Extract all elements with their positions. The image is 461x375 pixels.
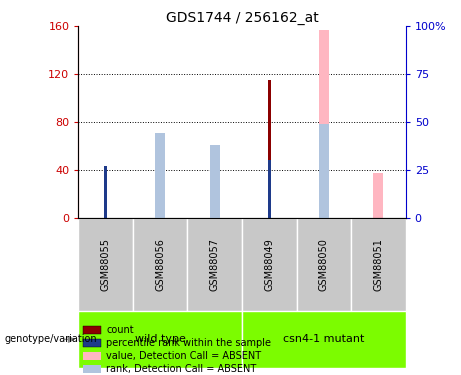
Text: GSM88057: GSM88057 — [210, 238, 220, 291]
Text: count: count — [106, 325, 134, 335]
Bar — [210, 145, 219, 218]
Text: GSM88050: GSM88050 — [319, 238, 329, 291]
Text: value, Detection Call = ABSENT: value, Detection Call = ABSENT — [106, 351, 261, 361]
Bar — [351, 217, 406, 311]
Bar — [78, 217, 133, 311]
Bar — [104, 166, 107, 218]
Bar — [242, 217, 296, 311]
Bar — [78, 311, 242, 368]
Bar — [83, 352, 101, 360]
Bar — [210, 178, 219, 218]
Bar — [155, 165, 165, 218]
Bar — [373, 173, 383, 217]
Text: genotype/variation: genotype/variation — [5, 334, 97, 344]
Text: GSM88051: GSM88051 — [373, 238, 384, 291]
Bar — [296, 217, 351, 311]
Bar — [83, 365, 101, 374]
Text: rank, Detection Call = ABSENT: rank, Detection Call = ABSENT — [106, 364, 256, 374]
Bar — [188, 217, 242, 311]
Bar — [133, 217, 188, 311]
Text: GSM88049: GSM88049 — [264, 238, 274, 291]
Bar — [268, 80, 271, 218]
Text: csn4-1 mutant: csn4-1 mutant — [283, 334, 365, 344]
Bar — [83, 339, 101, 347]
Text: GSM88055: GSM88055 — [100, 238, 111, 291]
Bar — [268, 160, 271, 218]
Bar — [242, 311, 406, 368]
Bar — [83, 326, 101, 334]
Text: GSM88056: GSM88056 — [155, 238, 165, 291]
Bar — [319, 124, 329, 218]
Bar — [104, 167, 107, 217]
Text: wild type: wild type — [135, 334, 186, 344]
Text: percentile rank within the sample: percentile rank within the sample — [106, 338, 271, 348]
Title: GDS1744 / 256162_at: GDS1744 / 256162_at — [165, 11, 319, 25]
Bar — [319, 30, 329, 217]
Bar — [155, 134, 165, 218]
